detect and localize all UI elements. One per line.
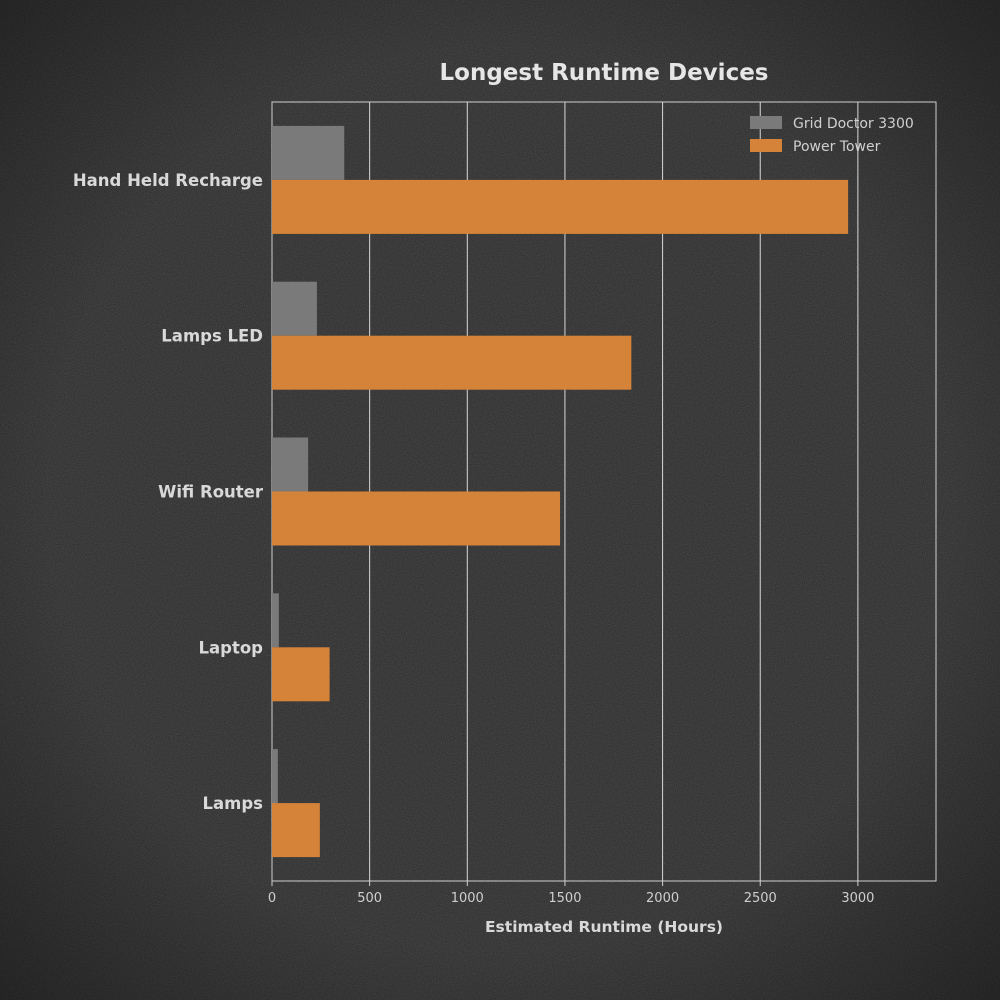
tick-label-1500: 1500 bbox=[548, 891, 581, 906]
bars bbox=[272, 125, 849, 858]
tick-label-2500: 2500 bbox=[744, 891, 777, 906]
category-label-lamps-led: Lamps LED bbox=[161, 327, 263, 346]
category-label-wifi-router: Wifi Router bbox=[158, 483, 264, 502]
legend-label-power-tower: Power Tower bbox=[793, 139, 881, 155]
chart-title: Longest Runtime Devices bbox=[440, 60, 769, 86]
category-labels: Hand Held Recharge Lamps LED Wifi Router La… bbox=[73, 171, 264, 813]
bar-grid-doctor-wifi-router bbox=[272, 437, 309, 492]
legend-label-grid-doctor: Grid Doctor 3300 bbox=[793, 116, 914, 132]
bar-grid-doctor-lamps bbox=[272, 749, 278, 804]
category-label-laptop: Laptop bbox=[199, 638, 264, 657]
bar-grid-doctor-laptop bbox=[272, 593, 279, 648]
category-label-lamps: Lamps bbox=[203, 794, 264, 813]
bar-power-tower-lamps bbox=[272, 803, 320, 858]
legend-swatch-power-tower bbox=[750, 139, 782, 152]
tick-label-2000: 2000 bbox=[646, 891, 679, 906]
legend-swatch-grid-doctor bbox=[750, 116, 782, 129]
legend: Grid Doctor 3300 Power Tower bbox=[750, 116, 914, 155]
bar-power-tower-wifi-router bbox=[272, 491, 561, 546]
bar-power-tower-lamps-led bbox=[272, 335, 632, 390]
tick-label-1000: 1000 bbox=[451, 891, 484, 906]
x-axis-title: Estimated Runtime (Hours) bbox=[485, 918, 723, 936]
bar-grid-doctor-hand-held-recharge bbox=[272, 125, 345, 180]
tick-label-3000: 3000 bbox=[841, 891, 874, 906]
tick-label-0: 0 bbox=[268, 891, 276, 906]
bar-power-tower-laptop bbox=[272, 647, 330, 702]
bar-grid-doctor-lamps-led bbox=[272, 281, 317, 336]
tick-label-500: 500 bbox=[357, 891, 382, 906]
x-tick-labels: 0 500 1000 1500 2000 2500 3000 bbox=[268, 881, 874, 906]
bar-power-tower-hand-held-recharge bbox=[272, 179, 849, 234]
category-label-hand-held-recharge: Hand Held Recharge bbox=[73, 171, 263, 190]
